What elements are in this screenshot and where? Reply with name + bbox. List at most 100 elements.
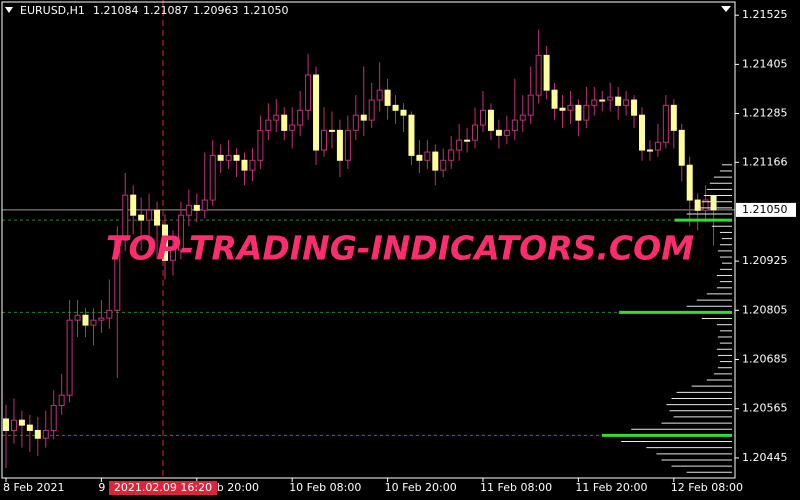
candle-body bbox=[646, 149, 653, 152]
frame bbox=[1, 1, 736, 479]
candle-body bbox=[162, 224, 168, 261]
candle-body bbox=[567, 104, 574, 111]
candle-body bbox=[527, 94, 534, 116]
candle-body bbox=[344, 129, 351, 161]
candle-body bbox=[511, 119, 518, 131]
candle-body bbox=[607, 96, 614, 101]
candle-body bbox=[257, 129, 264, 161]
candle-body bbox=[281, 114, 288, 131]
candle-body bbox=[106, 309, 113, 319]
candle-body bbox=[702, 199, 709, 211]
candle-body bbox=[400, 109, 407, 116]
symbol: EURUSD,H1 bbox=[20, 4, 85, 17]
candle-body bbox=[678, 129, 685, 166]
candle-body bbox=[670, 104, 677, 131]
candle-body bbox=[583, 104, 590, 121]
x-tick-label: 12 Feb 08:00 bbox=[671, 481, 743, 494]
candle-body bbox=[551, 89, 558, 109]
candle-body bbox=[440, 159, 447, 171]
candle-body bbox=[297, 109, 304, 126]
candle-body bbox=[289, 124, 296, 131]
candle-body bbox=[66, 319, 73, 396]
candle-body bbox=[631, 99, 638, 116]
candle-body bbox=[694, 199, 701, 211]
candle-body bbox=[543, 54, 550, 91]
candle-body bbox=[122, 194, 129, 241]
candle-body bbox=[615, 96, 622, 106]
y-tick-label: 1.21166 bbox=[742, 155, 788, 168]
candle-body bbox=[480, 109, 486, 126]
candle-body bbox=[408, 114, 415, 156]
candle-body bbox=[662, 104, 669, 143]
candle-body bbox=[623, 99, 630, 106]
candle-body bbox=[376, 89, 383, 101]
candle-body bbox=[58, 394, 65, 406]
candle-body bbox=[352, 114, 359, 131]
candle-body bbox=[321, 129, 327, 151]
candle-body bbox=[654, 141, 661, 151]
x-tick-label: 10 Feb 20:00 bbox=[385, 481, 457, 494]
candle-body bbox=[639, 114, 645, 151]
candle-body bbox=[575, 104, 582, 121]
candle-body bbox=[217, 154, 224, 161]
candle-body bbox=[456, 139, 463, 151]
candle-body bbox=[114, 239, 121, 311]
candle-body bbox=[185, 204, 192, 216]
current-price-label: 1.21050 bbox=[742, 203, 788, 216]
candle-body bbox=[209, 154, 216, 201]
current-price-box bbox=[736, 202, 796, 217]
candle-body bbox=[74, 314, 81, 321]
x-tick-label: 11 Feb 08:00 bbox=[480, 481, 552, 494]
candle-body bbox=[464, 139, 471, 142]
scroll-icon[interactable] bbox=[721, 6, 731, 12]
candle-body bbox=[18, 419, 25, 426]
candle-body bbox=[519, 114, 526, 121]
candle-body bbox=[154, 209, 161, 226]
y-tick-label: 1.21525 bbox=[742, 8, 788, 21]
candle-body bbox=[201, 199, 208, 211]
candle-body bbox=[193, 204, 200, 211]
candle-body bbox=[50, 404, 57, 431]
y-tick-label: 1.20565 bbox=[742, 402, 788, 415]
y-tick-label: 1.20685 bbox=[742, 353, 788, 366]
watermark: TOP-TRADING-INDICATORS.COM bbox=[106, 229, 694, 268]
header-high: 1.21087 bbox=[143, 4, 189, 17]
candle-body bbox=[90, 319, 97, 326]
candle-body bbox=[34, 429, 41, 439]
candle-body bbox=[432, 151, 439, 171]
y-tick-label: 1.20445 bbox=[742, 451, 788, 464]
candle-body bbox=[26, 424, 33, 431]
candle-body bbox=[472, 124, 479, 141]
candle-body bbox=[495, 129, 502, 136]
candle-body bbox=[368, 99, 375, 121]
candle-body bbox=[591, 99, 598, 106]
y-tick-label: 1.20805 bbox=[742, 303, 788, 316]
menu-icon[interactable] bbox=[5, 7, 13, 13]
candle-body bbox=[448, 149, 455, 161]
header-low: 1.20963 bbox=[193, 4, 239, 17]
candle-body bbox=[169, 249, 176, 261]
x-tick-label: 8 Feb 2021 bbox=[3, 481, 64, 494]
y-tick-label: 1.21405 bbox=[742, 57, 788, 70]
candle-body bbox=[487, 109, 494, 131]
candle-body bbox=[225, 154, 232, 161]
candle-body bbox=[265, 119, 272, 131]
candle-body bbox=[305, 74, 312, 111]
candle-body bbox=[42, 429, 49, 439]
candle-body bbox=[416, 154, 423, 161]
candle-body bbox=[360, 114, 367, 121]
candle-body bbox=[503, 129, 510, 136]
candle-body bbox=[10, 419, 17, 431]
candle-body bbox=[98, 317, 105, 321]
candle-body bbox=[328, 129, 335, 132]
x-tick-label: 11 Feb 20:00 bbox=[575, 481, 647, 494]
candle-body bbox=[146, 209, 153, 221]
candle-body bbox=[138, 214, 145, 221]
candle-body bbox=[559, 107, 566, 111]
candle-body bbox=[599, 99, 606, 102]
candle-body bbox=[384, 89, 391, 106]
y-tick-label: 1.21285 bbox=[742, 107, 788, 120]
candle-body bbox=[424, 151, 431, 161]
